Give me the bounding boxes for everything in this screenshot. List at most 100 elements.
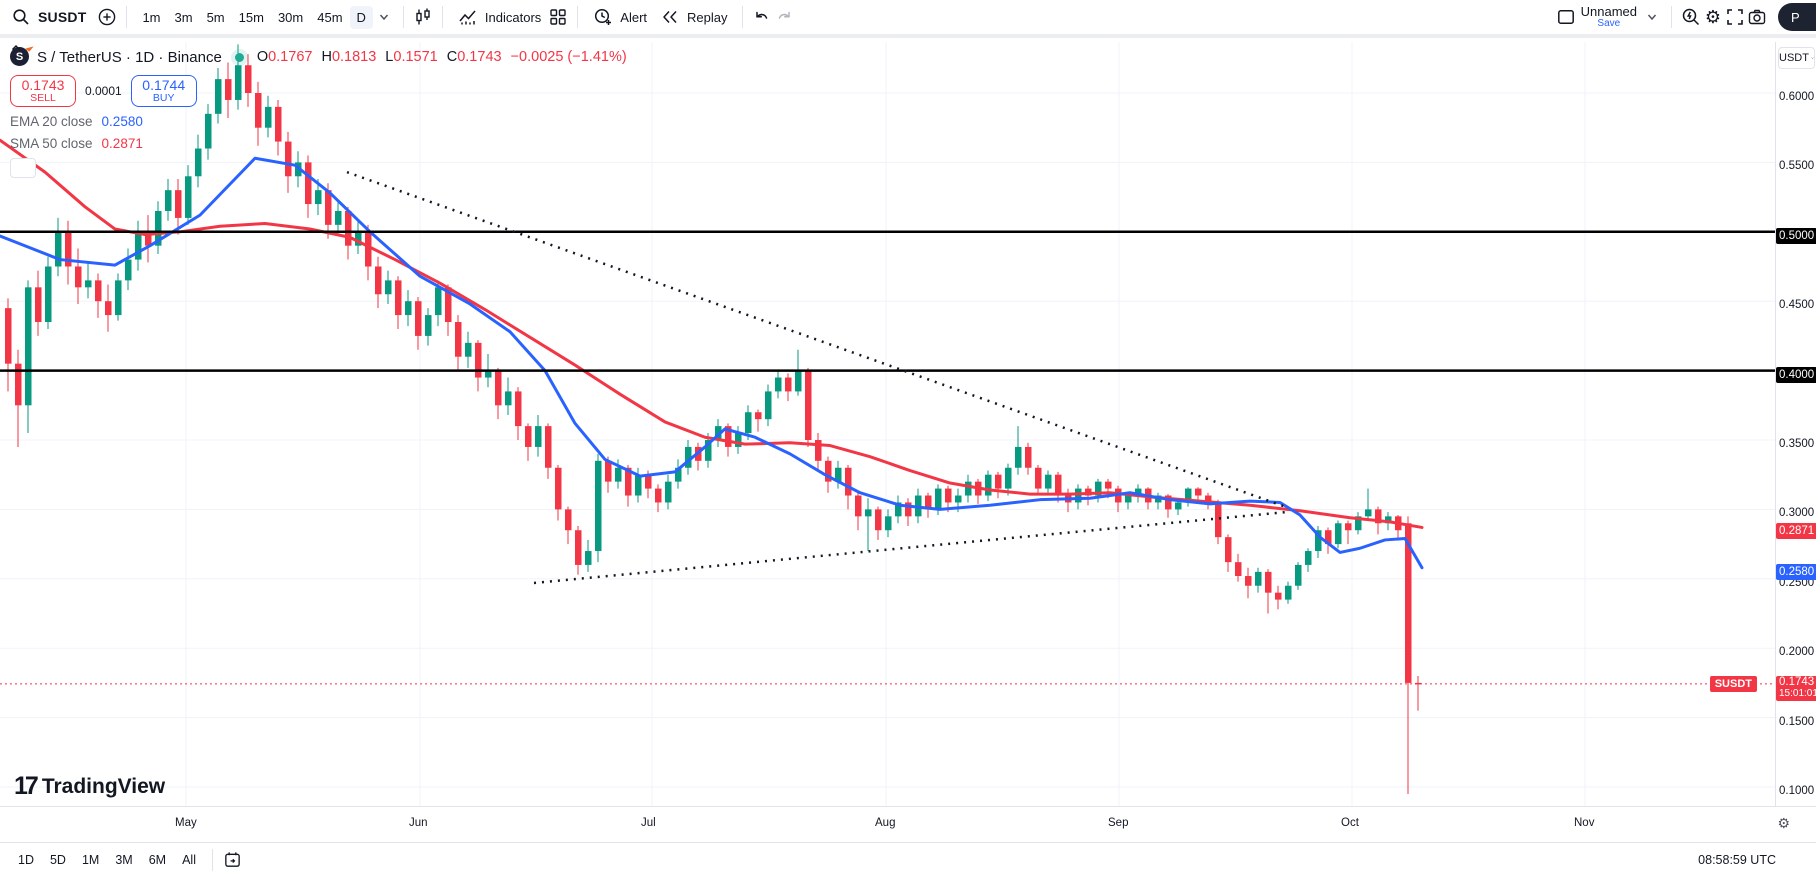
range-1m-button[interactable]: 1M [81, 852, 100, 867]
timeframe-chevron-down-icon[interactable] [373, 6, 395, 28]
symbol-search-button[interactable]: SUSDT [38, 9, 87, 25]
candle [595, 460, 602, 552]
candle [415, 301, 422, 336]
candle [355, 231, 362, 246]
price-tick: 0.5500 [1779, 160, 1815, 173]
toolbar-right-group: Unnamed Save ⚙ P [1555, 3, 1816, 31]
symbol-search-icon[interactable] [10, 6, 32, 28]
candle [1365, 509, 1372, 517]
candle [1175, 502, 1182, 510]
range-all-button[interactable]: All [182, 852, 196, 867]
timeframe-d-button[interactable]: D [349, 5, 373, 29]
candle [265, 106, 272, 128]
indicator-legend-sma[interactable]: SMA 50 close 0.2871 [10, 135, 143, 151]
chart-pane[interactable]: S S / TetherUS · 1D · Binance O0.1767 H0.… [0, 42, 1775, 806]
date-range-group: 1D 5D 1M 3M 6M All [10, 849, 204, 871]
timeframe-15m-button[interactable]: 15m [238, 9, 264, 25]
layout-name-button[interactable]: Unnamed Save [1581, 5, 1637, 29]
candle [1045, 474, 1052, 489]
alert-clock-icon [592, 6, 614, 28]
candle [505, 391, 512, 406]
ohlc-item: −0.0025 (−1.41%) [510, 49, 627, 65]
price-tick: 0.2000 [1779, 646, 1815, 659]
go-to-date-icon[interactable] [221, 849, 243, 871]
candle [745, 412, 752, 434]
timeframe-5m-button[interactable]: 5m [206, 9, 225, 25]
candle [145, 231, 152, 246]
collapse-legend-button[interactable] [10, 44, 36, 178]
currency-unit-button[interactable]: USDT [1778, 47, 1815, 69]
candle [455, 322, 462, 357]
candle [1275, 592, 1282, 600]
price-tick: 0.6000 [1779, 91, 1815, 103]
candle [345, 210, 352, 246]
range-1d-button[interactable]: 1D [18, 852, 34, 867]
publish-button[interactable]: P [1778, 3, 1816, 31]
buy-button[interactable]: 0.1744 BUY [130, 75, 197, 107]
bottom-toolbar: 1D 5D 1M 3M 6M All 08:58:59 UTC [0, 842, 1816, 876]
price-line-symbol-tag[interactable]: SUSDT [1709, 675, 1757, 692]
candle [865, 509, 872, 517]
range-3m-button[interactable]: 3M [115, 852, 133, 867]
range-6m-button[interactable]: 6M [148, 852, 167, 867]
candle [185, 176, 192, 218]
timeframe-45m-button[interactable]: 45m [317, 9, 343, 25]
indicators-icon [457, 6, 479, 28]
candle [1385, 516, 1392, 524]
candle [685, 446, 692, 468]
candle [485, 370, 492, 378]
sell-button[interactable]: 0.1743 SELL [10, 75, 76, 107]
candle [465, 342, 472, 357]
fullscreen-icon[interactable] [1724, 6, 1746, 28]
spread-value: 0.0001 [85, 84, 122, 98]
candle [335, 210, 342, 225]
candle [775, 377, 782, 392]
trade-panel: 0.1743 SELL 0.0001 0.1744 BUY [10, 75, 627, 107]
price-axis[interactable]: USDT 0.6000 0.5500 0.5000 0.4500 0.4000 0.350… [1775, 42, 1816, 806]
indicators-button[interactable]: Indicators [451, 2, 547, 32]
layout-chevron-down-icon[interactable] [1641, 6, 1663, 28]
ohlc-item: H0.1813 [321, 49, 377, 65]
market-status-dot[interactable] [234, 52, 244, 62]
candle [925, 495, 932, 510]
replay-button[interactable]: Replay [653, 2, 733, 32]
quick-search-icon[interactable] [1680, 6, 1702, 28]
undo-icon[interactable] [751, 6, 773, 28]
compare-add-symbol-icon[interactable] [96, 6, 118, 28]
candle [45, 266, 52, 323]
time-axis[interactable]: ⚙ May Jun Jul Aug Sep Oct Nov [0, 806, 1816, 842]
screenshot-camera-icon[interactable] [1746, 6, 1768, 28]
candle [1245, 576, 1252, 586]
toolbar-divider [402, 6, 404, 28]
candle [1265, 571, 1272, 593]
axis-settings-gear-icon[interactable]: ⚙ [1777, 815, 1790, 831]
price-tick: 0.1500 [1779, 715, 1815, 728]
ohlc-item: C0.1743 [446, 49, 502, 65]
candle [215, 79, 222, 114]
candle [255, 93, 262, 128]
chart-style-candles-icon[interactable] [412, 6, 434, 28]
candle [155, 210, 162, 246]
indicator-templates-icon[interactable] [547, 6, 569, 28]
alert-button[interactable]: Alert [586, 2, 653, 32]
candle [95, 280, 102, 302]
candle [1355, 516, 1362, 531]
session-clock[interactable]: 08:58:59 UTC [1698, 852, 1776, 867]
candle [445, 287, 452, 323]
indicators-label: Indicators [484, 9, 542, 25]
symbol-title[interactable]: S / TetherUS · 1D · Binance [37, 48, 222, 66]
toolbar-divider [577, 6, 579, 28]
timeframe-3m-button[interactable]: 3m [174, 9, 193, 25]
range-5d-button[interactable]: 5D [49, 852, 66, 867]
price-chart[interactable] [0, 42, 1775, 806]
candle [815, 440, 822, 461]
save-layout-label[interactable]: Save [1597, 17, 1621, 29]
timeframe-1m-button[interactable]: 1m [142, 9, 161, 25]
candle [665, 481, 672, 503]
timeframe-30m-button[interactable]: 30m [277, 9, 304, 25]
candle [275, 106, 282, 142]
settings-gear-icon[interactable]: ⚙ [1704, 6, 1722, 27]
indicator-legend-ema[interactable]: EMA 20 close 0.2580 [10, 113, 143, 129]
layout-square-icon[interactable] [1555, 6, 1577, 28]
redo-icon[interactable] [773, 6, 795, 28]
